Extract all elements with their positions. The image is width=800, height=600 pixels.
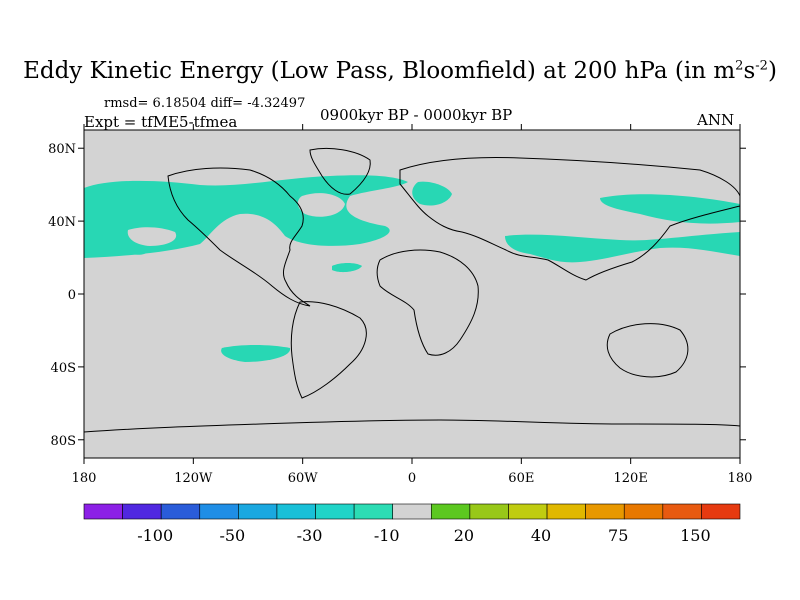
period-label: 0900kyr BP - 0000kyr BP	[320, 106, 513, 124]
coastlines	[83, 147, 741, 433]
colorbar-box	[662, 503, 702, 520]
lat-tick-label: 80S	[51, 434, 76, 449]
anomaly-band-europe	[412, 181, 452, 206]
experiment-label: Expt = tfME5-tfmea	[84, 113, 238, 131]
colorbar-label: 40	[531, 526, 551, 545]
coast-africa	[376, 249, 479, 356]
colorbar-label: -100	[137, 526, 173, 545]
lon-tick-label: 180	[72, 471, 97, 486]
coast-north-america	[167, 167, 311, 307]
colorbar-box	[199, 503, 239, 520]
coast-greenland	[309, 147, 371, 195]
colorbar-box	[238, 503, 278, 520]
colorbar-box	[508, 503, 548, 520]
lon-tick-label: 60W	[288, 471, 319, 486]
anomaly-band-north-pacific-east	[600, 194, 740, 224]
lon-tick-label: 60E	[508, 471, 534, 486]
coast-south-america	[290, 301, 367, 399]
colorbar-box	[392, 503, 432, 520]
map-axes: 80N 40N 0 40S 80S 180 120W 60W 0 60E 120E 180	[48, 124, 752, 486]
coast-eurasia	[399, 157, 741, 281]
colorbar-box	[585, 503, 625, 520]
colorbar-box	[276, 503, 316, 520]
colorbar-box	[546, 503, 586, 520]
colorbar-box	[623, 503, 664, 520]
lat-tick-label: 40N	[48, 215, 76, 230]
figure-title: Eddy Kinetic Energy (Low Pass, Bloomfiel…	[23, 58, 777, 84]
lat-tick-label: 0	[68, 288, 76, 303]
stats-text: rmsd= 6.18504 diff= -4.32497	[104, 96, 306, 111]
coast-australia	[606, 323, 689, 378]
colorbar-label: -10	[374, 526, 400, 545]
lon-tick-label: 120W	[174, 471, 213, 486]
anomaly-shading	[84, 175, 740, 362]
colorbar-label: 75	[608, 526, 628, 545]
lon-tick-label: 180	[728, 471, 753, 486]
map-background	[84, 130, 740, 458]
colorbar-box	[701, 503, 741, 520]
anomaly-patch-atlantic-small	[332, 263, 362, 273]
colorbar-label: -50	[219, 526, 245, 545]
season-label: ANN	[697, 111, 735, 129]
colorbar-box	[83, 503, 123, 520]
lat-tick-label: 40S	[51, 361, 76, 376]
anomaly-hole-north-america	[127, 227, 177, 246]
anomaly-patch-south-pacific	[221, 345, 291, 362]
colorbar-label: 20	[454, 526, 474, 545]
anomaly-patch-pacific-small	[128, 245, 150, 255]
colorbar-box	[430, 503, 471, 520]
anomaly-north-atlantic-lobe	[297, 193, 345, 217]
lon-tick-label: 120E	[614, 471, 648, 486]
coast-antarctica	[83, 419, 741, 433]
lat-tick-label: 80N	[48, 142, 76, 157]
colorbar-label: 150	[680, 526, 711, 545]
anomaly-band-asia	[505, 232, 740, 263]
colorbar-box	[353, 503, 394, 520]
colorbar-label: -30	[297, 526, 323, 545]
colorbar-box	[122, 503, 162, 520]
colorbar-box	[315, 503, 355, 520]
colorbar: -100 -50 -30 -10 20 40 75 150	[83, 503, 741, 545]
colorbar-box	[160, 503, 201, 520]
colorbar-box	[469, 503, 509, 520]
lon-tick-label: 0	[408, 471, 416, 486]
